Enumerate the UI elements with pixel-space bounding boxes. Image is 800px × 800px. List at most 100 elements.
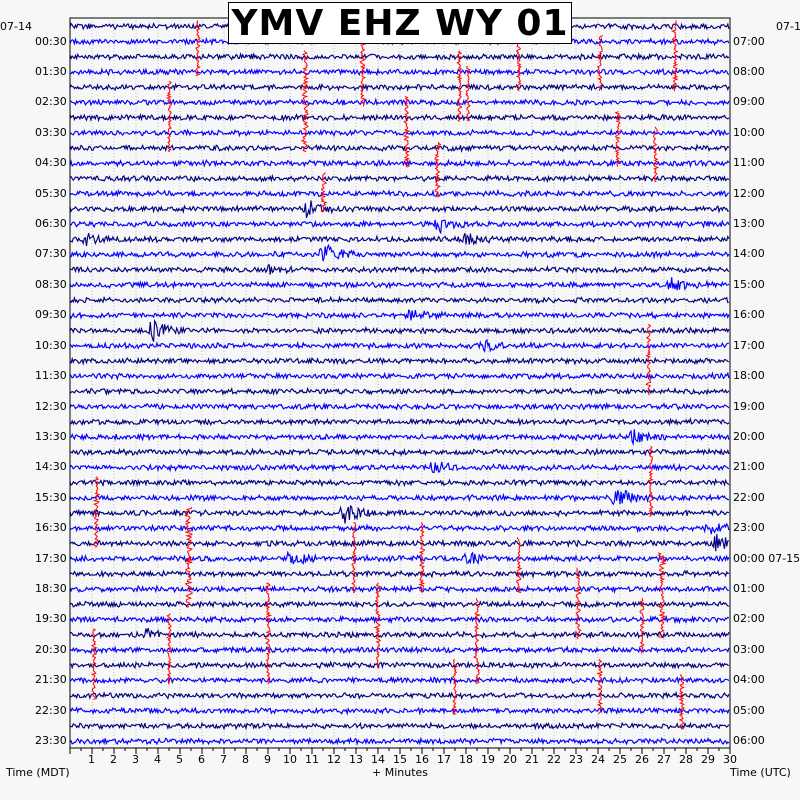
minute-gridlines (91, 18, 709, 748)
trace-row (69, 416, 730, 427)
event-trace (671, 20, 679, 92)
left-time-label: 10:30 (35, 338, 67, 352)
left-time-label: 08:30 (35, 277, 67, 291)
x-tick-label: 24 (591, 753, 605, 766)
left-axis-title: Time (MDT) (6, 766, 70, 779)
right-time-label: 21:00 (733, 460, 765, 474)
left-time-label: 07:30 (35, 247, 67, 261)
left-time-label: 23:30 (35, 734, 67, 748)
trace-row (69, 584, 729, 595)
left-time-label: 04:30 (35, 156, 67, 170)
event-trace (165, 80, 173, 153)
trace-row (69, 295, 730, 305)
event-trace (657, 552, 667, 639)
left-time-label: 13:30 (35, 429, 67, 443)
x-tick-label: 9 (264, 753, 271, 766)
trace-row (69, 51, 730, 62)
x-tick-label: 14 (371, 753, 385, 766)
trace-row (69, 705, 730, 716)
trace-row (69, 721, 730, 731)
trace-row (69, 143, 730, 154)
event-trace (472, 598, 481, 684)
x-tick-label: 12 (327, 753, 341, 766)
x-tick-label: 6 (198, 753, 205, 766)
x-tick-label: 3 (132, 753, 139, 766)
trace-row (69, 401, 730, 412)
left-time-label: 06:30 (35, 217, 67, 231)
right-time-label: 19:00 (733, 399, 765, 413)
event-trace (638, 598, 645, 654)
right-time-label: 15:00 (733, 277, 765, 291)
right-time-label: 04:00 (733, 673, 765, 687)
event-trace (574, 567, 582, 640)
event-trace (652, 126, 660, 183)
right-time-label: 22:00 (733, 490, 765, 504)
event-trace (351, 521, 357, 594)
trace-row (69, 429, 730, 446)
event-trace (456, 50, 463, 122)
event-trace (184, 506, 194, 609)
x-ticks (69, 748, 731, 754)
x-tick-label: 5 (176, 753, 183, 766)
event-trace (300, 50, 309, 153)
trace-row (69, 534, 730, 552)
trace-row (69, 263, 730, 275)
trace-row (69, 504, 730, 524)
left-time-label: 19:30 (35, 612, 67, 626)
event-trace (264, 582, 273, 685)
left-time-label: 21:30 (35, 673, 67, 687)
trace-row (69, 318, 730, 342)
left-time-label: 02:30 (35, 95, 67, 109)
trace-row (69, 112, 730, 123)
trace-row (69, 569, 730, 579)
trace-row (69, 356, 730, 366)
event-trace (614, 111, 622, 167)
x-tick-label: 16 (415, 753, 429, 766)
trace-row (69, 277, 730, 291)
x-tick-label: 27 (657, 753, 671, 766)
right-date-label: 07-1 (776, 20, 800, 33)
right-time-label: 14:00 (733, 247, 765, 261)
left-time-label: 01:30 (35, 64, 67, 78)
event-trace (465, 65, 471, 122)
event-trace (434, 141, 442, 198)
right-time-label: 12:00 (733, 186, 765, 200)
event-trace (165, 613, 173, 685)
left-time-label: 00:30 (35, 34, 67, 48)
trace-row (69, 386, 730, 397)
event-trace (596, 35, 603, 91)
x-tick-label: 29 (701, 753, 715, 766)
trace-row (69, 219, 730, 234)
event-trace (515, 35, 523, 92)
right-time-label: 05:00 (733, 703, 765, 717)
x-tick-label: 13 (349, 753, 363, 766)
x-tick-label: 7 (220, 753, 227, 766)
x-tick-label: 22 (547, 753, 561, 766)
left-time-label: 12:30 (35, 399, 67, 413)
x-tick-label: 28 (679, 753, 693, 766)
trace-row (69, 338, 729, 353)
left-time-label: 03:30 (35, 125, 67, 139)
right-axis-title: Time (UTC) (730, 766, 791, 779)
right-time-label: 16:00 (733, 308, 765, 322)
event-trace (359, 35, 367, 107)
trace-row (69, 97, 730, 108)
trace-row (69, 690, 730, 700)
left-time-label: 22:30 (35, 703, 67, 717)
event-trace (647, 445, 654, 518)
x-tick-label: 8 (242, 753, 249, 766)
right-time-label: 06:00 (733, 734, 765, 748)
trace-row (69, 243, 730, 262)
left-time-label: 05:30 (35, 186, 67, 200)
x-tick-label: 21 (525, 753, 539, 766)
x-tick-label: 18 (459, 753, 473, 766)
x-tick-label: 30 (723, 753, 737, 766)
event-trace (194, 20, 201, 77)
right-time-label: 13:00 (733, 217, 765, 231)
left-time-label: 20:30 (35, 642, 67, 656)
event-trace (451, 658, 459, 715)
x-tick-label: 25 (613, 753, 627, 766)
trace-row (69, 478, 730, 488)
trace-row (70, 173, 730, 184)
